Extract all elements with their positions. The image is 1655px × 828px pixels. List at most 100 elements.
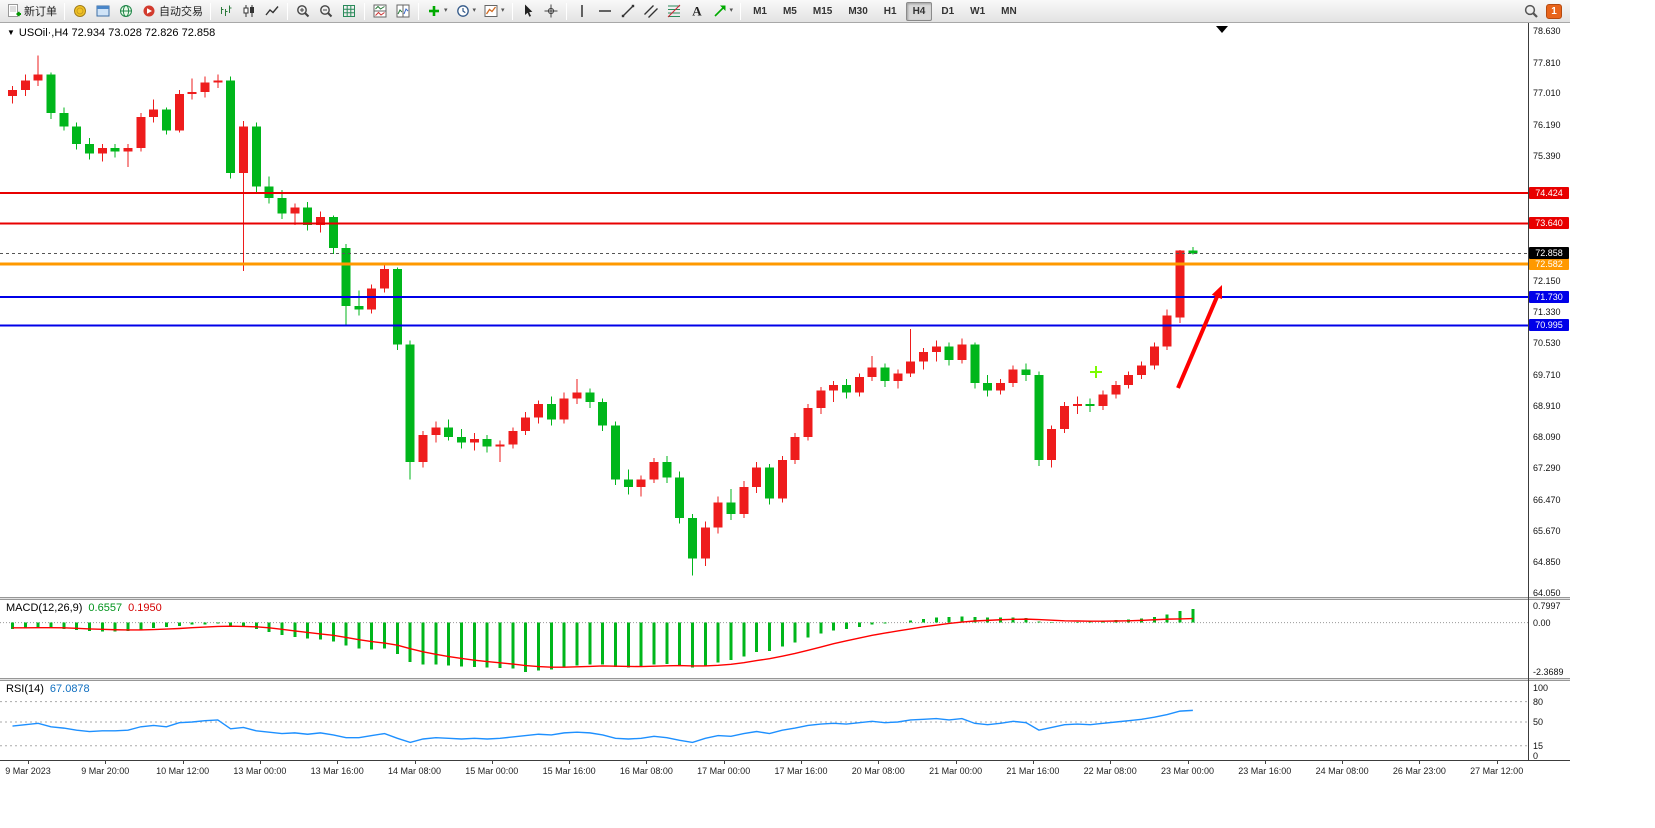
cursor-icon [524,4,532,17]
indicators-button[interactable]: ▾ [423,1,451,21]
macd-pane[interactable] [0,600,1528,678]
price-tick-label: 69.710 [1533,369,1561,380]
price-tick-label: 68.090 [1533,432,1561,443]
text-button[interactable]: A [686,1,708,21]
fibonacci-button[interactable] [663,1,685,21]
time-label: 9 Mar 20:00 [81,766,130,776]
globe-icon [120,5,132,17]
timeframe-h4-button[interactable]: H4 [905,1,933,21]
time-tick [801,760,802,764]
candle-chart-button[interactable] [238,1,260,21]
timeframe-w1-button[interactable]: W1 [970,5,986,17]
time-tick [646,760,648,764]
price-tick-label: 65.670 [1533,525,1561,536]
time-tick [1496,760,1498,764]
timeframe-m15-button[interactable]: M15 [812,5,833,17]
timeframe-d1-button[interactable]: D1 [941,5,955,17]
notification-badge[interactable]: 1 [1546,3,1562,19]
price-tick-label: 15 [1533,740,1544,751]
price-tick-label: 0.00 [1533,617,1551,628]
chevron-down-icon: ▾ [472,7,477,14]
text-icon: A [692,4,702,19]
timeframe-m5-button[interactable]: M5 [782,5,797,17]
market-watch-button[interactable] [92,1,114,21]
mql-editor-button[interactable] [69,1,91,21]
rsi-label: RSI(14) [6,683,44,695]
price-tick-label: 50 [1533,717,1544,727]
indicator-plus-icon [429,6,439,16]
candle-chart-icon [243,5,254,17]
toolbar-separator [64,2,65,20]
line-chart-button[interactable] [261,1,283,21]
time-label: 27 Mar 12:00 [1470,766,1524,776]
price-tick-label: -2.3689 [1533,667,1564,677]
trendline-button[interactable] [617,1,639,21]
time-label: 21 Mar 00:00 [929,766,983,776]
time-tick [414,760,416,764]
templates-button[interactable]: ▾ [480,1,508,21]
chart-ohlc-values: 72.934 73.028 72.826 72.858 [71,27,216,39]
timeframe-h1-button[interactable]: H1 [883,5,897,17]
timeframe-mn-button[interactable]: MN [1001,5,1017,17]
chevron-down-icon: ▾ [501,7,505,14]
trendline-icon [621,4,634,18]
time-tick [491,760,493,764]
time-tick [1342,760,1344,764]
pane-divider[interactable] [0,597,1570,600]
toolbar-separator [210,2,211,20]
auto-trading-icon [143,5,155,17]
time-label: 17 Mar 16:00 [774,766,828,776]
search-icon[interactable] [1523,3,1539,19]
horizontal-line-button[interactable] [594,1,616,21]
chart-window: ▼ USOil·,H4 72.934 73.028 72.826 72.858 M… [0,23,1570,828]
price-tick-label: 77.010 [1533,88,1561,99]
zoom-in-button[interactable] [292,1,314,21]
navigator-button[interactable] [115,1,137,21]
time-tick [259,760,261,764]
time-axis-line [0,760,1570,761]
time-tick [182,760,184,764]
grid-button[interactable] [338,1,360,21]
price-line-badge: 70.995 [1529,319,1569,332]
time-tick [28,760,29,764]
timeframe-m1-button[interactable]: M1 [753,5,767,17]
rsi-pane[interactable] [0,681,1528,759]
toolbar-separator [740,2,742,20]
shapes-button[interactable]: ▾ [709,1,737,21]
main-chart-pane[interactable] [0,23,1528,597]
chart-shift-marker[interactable] [1216,26,1228,33]
toolbar-right: 1 [1523,3,1567,19]
price-tick-label: 70.530 [1533,338,1561,349]
window-list-icon [396,4,410,18]
new-order-button[interactable]: 新订单 [3,1,60,21]
price-tick-label: 72.150 [1533,275,1561,286]
price-tick-label: 64.850 [1533,557,1561,568]
time-label: 16 Mar 08:00 [619,766,673,776]
tile-windows-button[interactable] [369,1,391,21]
shapes-icon [713,5,726,17]
time-label: 21 Mar 16:00 [1006,766,1060,776]
window-icon [96,5,110,17]
zoom-out-button[interactable] [315,1,337,21]
one-click-trading-toggle[interactable]: ▼ [7,28,15,37]
timeframe-m30-button[interactable]: M30 [848,5,868,17]
time-label: 23 Mar 00:00 [1160,766,1215,776]
timeframe-switcher: M1 M5 M15 M30 H1 H4 D1 W1 MN [745,1,1025,21]
time-tick [337,760,339,764]
bar-chart-button[interactable] [215,1,237,21]
auto-trading-button[interactable]: 自动交易 [138,1,206,21]
rsi-line [12,709,1193,744]
vertical-line-button[interactable] [571,1,593,21]
channel-button[interactable] [640,1,662,21]
pane-divider[interactable] [0,678,1570,681]
cursor-button[interactable] [517,1,539,21]
tile-windows-icon [373,4,387,18]
time-tick [723,760,725,764]
toolbar-separator [418,2,419,20]
trend-arrow-annotation[interactable] [1176,285,1222,389]
periods-button[interactable]: ▾ [452,1,480,21]
window-list-button[interactable] [392,1,414,21]
crosshair-button[interactable] [540,1,562,21]
price-tick-label: 66.470 [1533,494,1561,505]
price-tick-label: 76.190 [1533,120,1561,131]
